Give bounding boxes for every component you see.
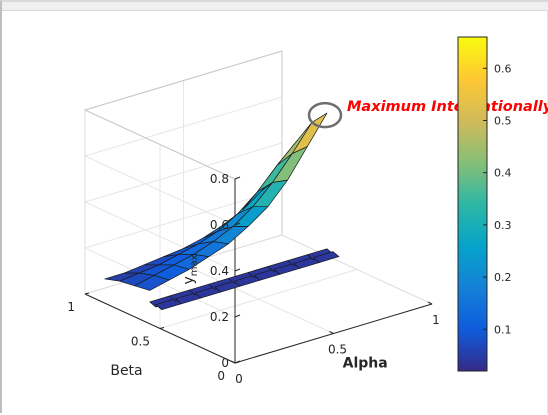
surface-cell <box>291 112 328 154</box>
z-tick-label: 0.8 <box>210 172 229 186</box>
surface-cell <box>312 251 340 263</box>
y-tick-label: 0.5 <box>131 335 150 349</box>
z-tick-label: 0.2 <box>210 310 229 324</box>
z-gridline <box>83 96 283 226</box>
x-axis-label: Alpha <box>343 356 388 372</box>
y-tick-mark <box>159 327 165 329</box>
window-top-edge <box>2 2 548 11</box>
floor-gridline <box>159 269 358 329</box>
axes-panels <box>83 50 434 364</box>
x-tick-label: 0 <box>235 372 243 386</box>
x-tick-mark <box>230 360 236 364</box>
annotation-label: Maximum Internationally <box>347 99 548 115</box>
colorbar-tick-label: 0.4 <box>494 167 512 180</box>
colorbar-tick-label: 0.5 <box>494 115 512 128</box>
y-tick-label: 1 <box>67 300 75 314</box>
peak-marker-circle <box>307 101 343 129</box>
colorbar-bar <box>457 36 488 372</box>
box-edge <box>84 109 236 180</box>
z-tick-mark <box>234 268 241 272</box>
colorbar-tick-label: 0.3 <box>494 219 512 232</box>
colorbar-tick-label: 0.2 <box>494 271 512 284</box>
z-tick-label: 0.6 <box>210 218 229 232</box>
y-tick-mark <box>84 292 90 295</box>
z-axis-label: ymax <box>181 254 200 284</box>
colorbar-tick-label: 0.1 <box>494 323 512 336</box>
y-tick-label: 0 <box>217 369 225 383</box>
colorbar-tick-label: 0.6 <box>494 62 512 75</box>
axis-ticks: 0 0.2 0.4 0.6 0.8 0 0.5 1 0 0.5 1 <box>67 172 439 386</box>
y-axis-label: Beta <box>110 363 142 379</box>
z-tick-mark <box>234 222 241 226</box>
box-edge <box>84 50 283 111</box>
annotation-group: Maximum Internationally <box>307 99 548 129</box>
y-tick-mark <box>234 361 240 364</box>
x-tick-mark <box>329 331 334 334</box>
colorbar: 0.1 0.2 0.3 0.4 0.5 0.6 <box>457 36 512 372</box>
axis-labels: Alpha Beta ymax <box>110 254 387 379</box>
z-tick-mark <box>234 176 241 180</box>
z-tick-label: 0.4 <box>210 264 229 278</box>
x-tick-mark <box>427 301 433 305</box>
z-tick-mark <box>234 314 241 318</box>
z-axis-label-main: y <box>181 276 197 284</box>
z-axis-label-subscript: max <box>189 254 200 276</box>
z-tick-label: 0 <box>221 356 229 370</box>
x-tick-label: 0.5 <box>328 343 347 357</box>
surface-mesh <box>104 112 340 311</box>
x-tick-label: 1 <box>432 313 440 327</box>
